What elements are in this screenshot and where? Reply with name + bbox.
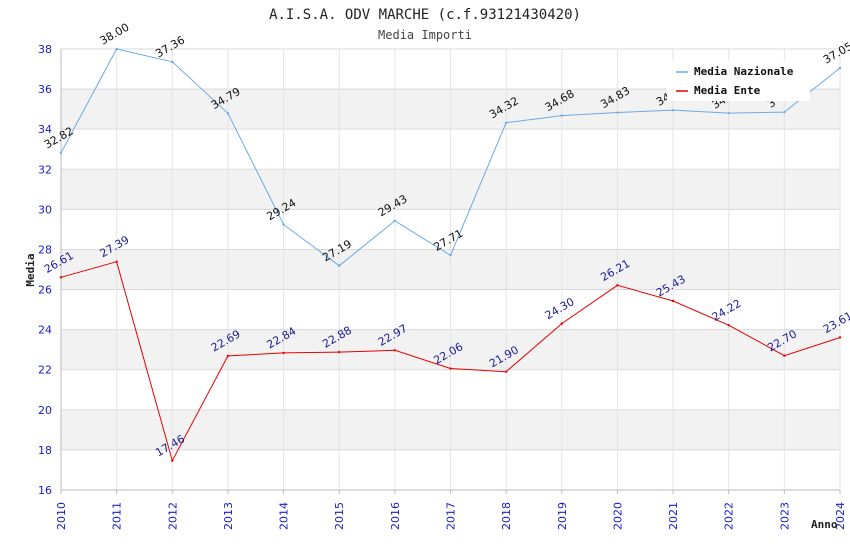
x-tick-labels: 2010 2011 2012 2013 2014 2015 2016 2017 2018 2019…: [55, 502, 847, 530]
data-point: [393, 219, 397, 222]
data-point: [171, 459, 174, 462]
y-tick-label: 34: [38, 123, 52, 136]
data-point: [338, 350, 341, 354]
data-label: 37.36: [153, 33, 187, 60]
chart-subtitle: Media Importi: [378, 28, 472, 42]
data-point: [727, 111, 730, 115]
y-tick-label: 22: [38, 364, 52, 377]
y-tick-label: 36: [38, 83, 52, 96]
x-tick-label: 2019: [556, 502, 569, 530]
data-point: [504, 370, 508, 373]
data-label: 38.00: [98, 21, 132, 48]
legend-background: [667, 61, 810, 101]
data-point: [226, 112, 230, 115]
data-point: [115, 260, 118, 263]
axes: [60, 49, 841, 494]
data-point: [838, 336, 842, 339]
data-point: [671, 108, 675, 112]
data-point: [838, 66, 842, 70]
chart-title: A.I.S.A. ODV MARCHE (c.f.93121430420): [269, 7, 581, 23]
y-tick-label: 28: [38, 243, 52, 256]
data-point: [783, 110, 786, 114]
data-label: 37.05: [821, 40, 850, 67]
data-point: [671, 299, 675, 303]
x-tick-label: 2012: [166, 502, 179, 530]
legend-label-ente: Media Ente: [694, 84, 761, 97]
x-tick-label: 2011: [111, 502, 124, 530]
x-tick-label: 2018: [500, 502, 513, 530]
data-point: [393, 349, 397, 352]
x-tick-label: 2020: [611, 502, 624, 530]
x-tick-label: 2013: [222, 502, 235, 530]
data-point: [560, 322, 563, 325]
x-tick-label: 2023: [778, 502, 791, 530]
data-point: [504, 121, 508, 124]
data-point: [727, 324, 730, 327]
data-point: [560, 114, 563, 117]
data-point: [449, 254, 452, 257]
y-tick-label: 24: [38, 324, 52, 337]
data-point: [282, 223, 285, 226]
legend: Media Nazionale Media Ente: [667, 61, 810, 101]
y-tick-label: 38: [38, 43, 52, 56]
x-axis-label: Anno: [811, 518, 838, 531]
data-point: [115, 47, 118, 51]
x-tick-label: 2021: [667, 502, 680, 530]
y-tick-label: 26: [38, 284, 52, 297]
data-point: [616, 111, 619, 114]
x-tick-label: 2022: [723, 502, 736, 530]
data-point: [282, 351, 285, 355]
legend-label-nazionale: Media Nazionale: [694, 65, 794, 78]
data-point: [338, 264, 341, 267]
data-label: 24.30: [543, 295, 577, 322]
data-point: [616, 284, 619, 287]
x-tick-label: 2010: [55, 502, 68, 530]
y-tick-labels: 16 18 20 22 24 26 28 30 32 34 36 38: [38, 43, 52, 497]
y-tick-label: 18: [38, 444, 52, 457]
grid-lines: [60, 48, 841, 491]
y-tick-label: 30: [38, 203, 52, 216]
data-point: [59, 276, 63, 279]
x-tick-label: 2017: [445, 502, 458, 530]
x-tick-label: 2016: [389, 502, 402, 530]
y-tick-label: 20: [38, 404, 52, 417]
x-tick-label: 2024: [834, 502, 847, 530]
data-label: 24.22: [710, 297, 744, 324]
y-tick-label: 16: [38, 484, 52, 497]
x-tick-label: 2014: [278, 502, 291, 530]
data-point: [449, 367, 452, 370]
data-point: [171, 60, 174, 64]
y-tick-label: 32: [38, 163, 52, 176]
data-point: [59, 151, 63, 155]
data-point: [226, 354, 230, 358]
data-point: [783, 354, 786, 357]
y-axis-label: Media: [24, 253, 37, 286]
x-tick-label: 2015: [333, 502, 346, 530]
